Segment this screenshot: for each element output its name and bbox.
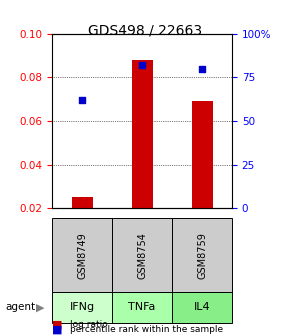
Text: GSM8759: GSM8759 (197, 232, 207, 279)
Text: GSM8749: GSM8749 (77, 232, 87, 279)
Text: GDS498 / 22663: GDS498 / 22663 (88, 24, 202, 38)
Text: GSM8754: GSM8754 (137, 232, 147, 279)
Text: ▶: ▶ (36, 302, 45, 312)
Text: IFNg: IFNg (70, 302, 95, 312)
Point (140, 62, 144, 68)
Text: TNFa: TNFa (128, 302, 156, 312)
Bar (132, 60, 153, 252)
Point (80, 97, 84, 103)
Text: IL4: IL4 (194, 302, 210, 312)
Point (200, 66, 204, 71)
Text: ■: ■ (52, 324, 63, 334)
Text: log ratio: log ratio (70, 320, 107, 329)
Text: agent: agent (6, 302, 36, 312)
Text: ■: ■ (52, 319, 63, 329)
Bar (192, 101, 213, 252)
Bar (72, 197, 93, 252)
Text: percentile rank within the sample: percentile rank within the sample (70, 325, 223, 334)
